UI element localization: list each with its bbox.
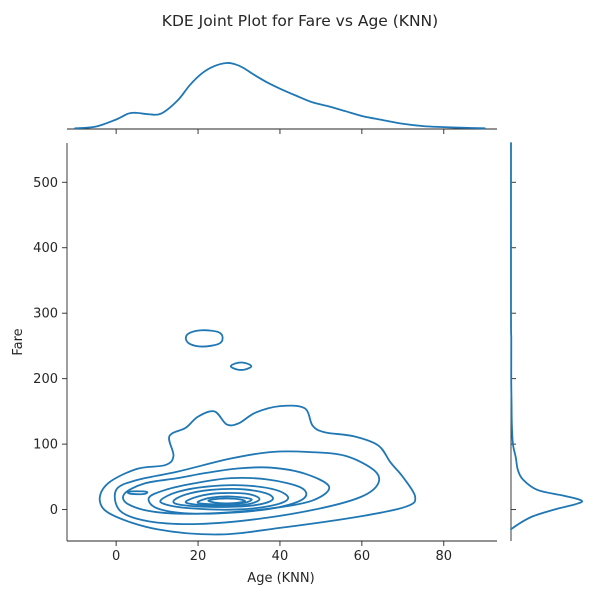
kde-contour-level-6: [172, 488, 274, 508]
x-tick-label: 40: [272, 549, 289, 564]
chart-title: KDE Joint Plot for Fare vs Age (KNN): [162, 12, 438, 30]
y-tick-label: 0: [50, 503, 58, 518]
kde-contour-outer: [98, 404, 417, 536]
kde-contour-level-3: [122, 466, 331, 515]
x-axis-label: Age (KNN): [247, 571, 314, 586]
x-tick-label: 80: [435, 549, 452, 564]
y-tick-label: 200: [33, 372, 58, 387]
kde-contour-level-5: [159, 484, 290, 511]
marginal-y-panel: [510, 142, 583, 541]
y-tick-label: 400: [33, 241, 58, 256]
x-tick-label: 0: [112, 549, 120, 564]
kde-contour-level-8: [196, 495, 253, 506]
x-tick-label: 60: [354, 549, 371, 564]
y-tick-label: 100: [33, 438, 58, 453]
y-tick-label: 300: [33, 307, 58, 322]
kde-contour-secondary-high: [184, 329, 224, 348]
kde-contour-inner-core: [207, 497, 247, 505]
kde-contour-level-4: [147, 476, 308, 515]
joint-panel: 0 20 40 60 80 0 100 200 300 400 500: [33, 143, 497, 564]
x-tick-label: 20: [190, 549, 207, 564]
marginal-x-density-curve: [74, 62, 486, 130]
kde-contour-level-7: [184, 492, 261, 507]
kde-contour-small-mode: [126, 490, 149, 496]
kde-contour-secondary-mid: [229, 361, 253, 371]
marginal-x-panel: [67, 62, 497, 134]
kde-contour-level-2: [113, 450, 381, 525]
y-tick-label: 500: [33, 176, 58, 191]
y-axis-label: Fare: [11, 328, 26, 355]
marginal-y-density-curve: [510, 142, 583, 531]
